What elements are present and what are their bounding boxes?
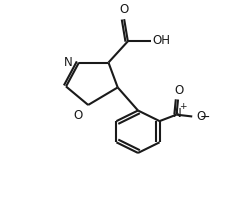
Text: O: O: [174, 84, 183, 97]
Text: N: N: [173, 107, 181, 120]
Text: −: −: [200, 111, 210, 124]
Text: OH: OH: [153, 34, 171, 47]
Text: +: +: [179, 102, 187, 111]
Text: O: O: [196, 110, 205, 123]
Text: O: O: [73, 109, 83, 122]
Text: N: N: [64, 56, 73, 69]
Text: O: O: [119, 3, 129, 16]
